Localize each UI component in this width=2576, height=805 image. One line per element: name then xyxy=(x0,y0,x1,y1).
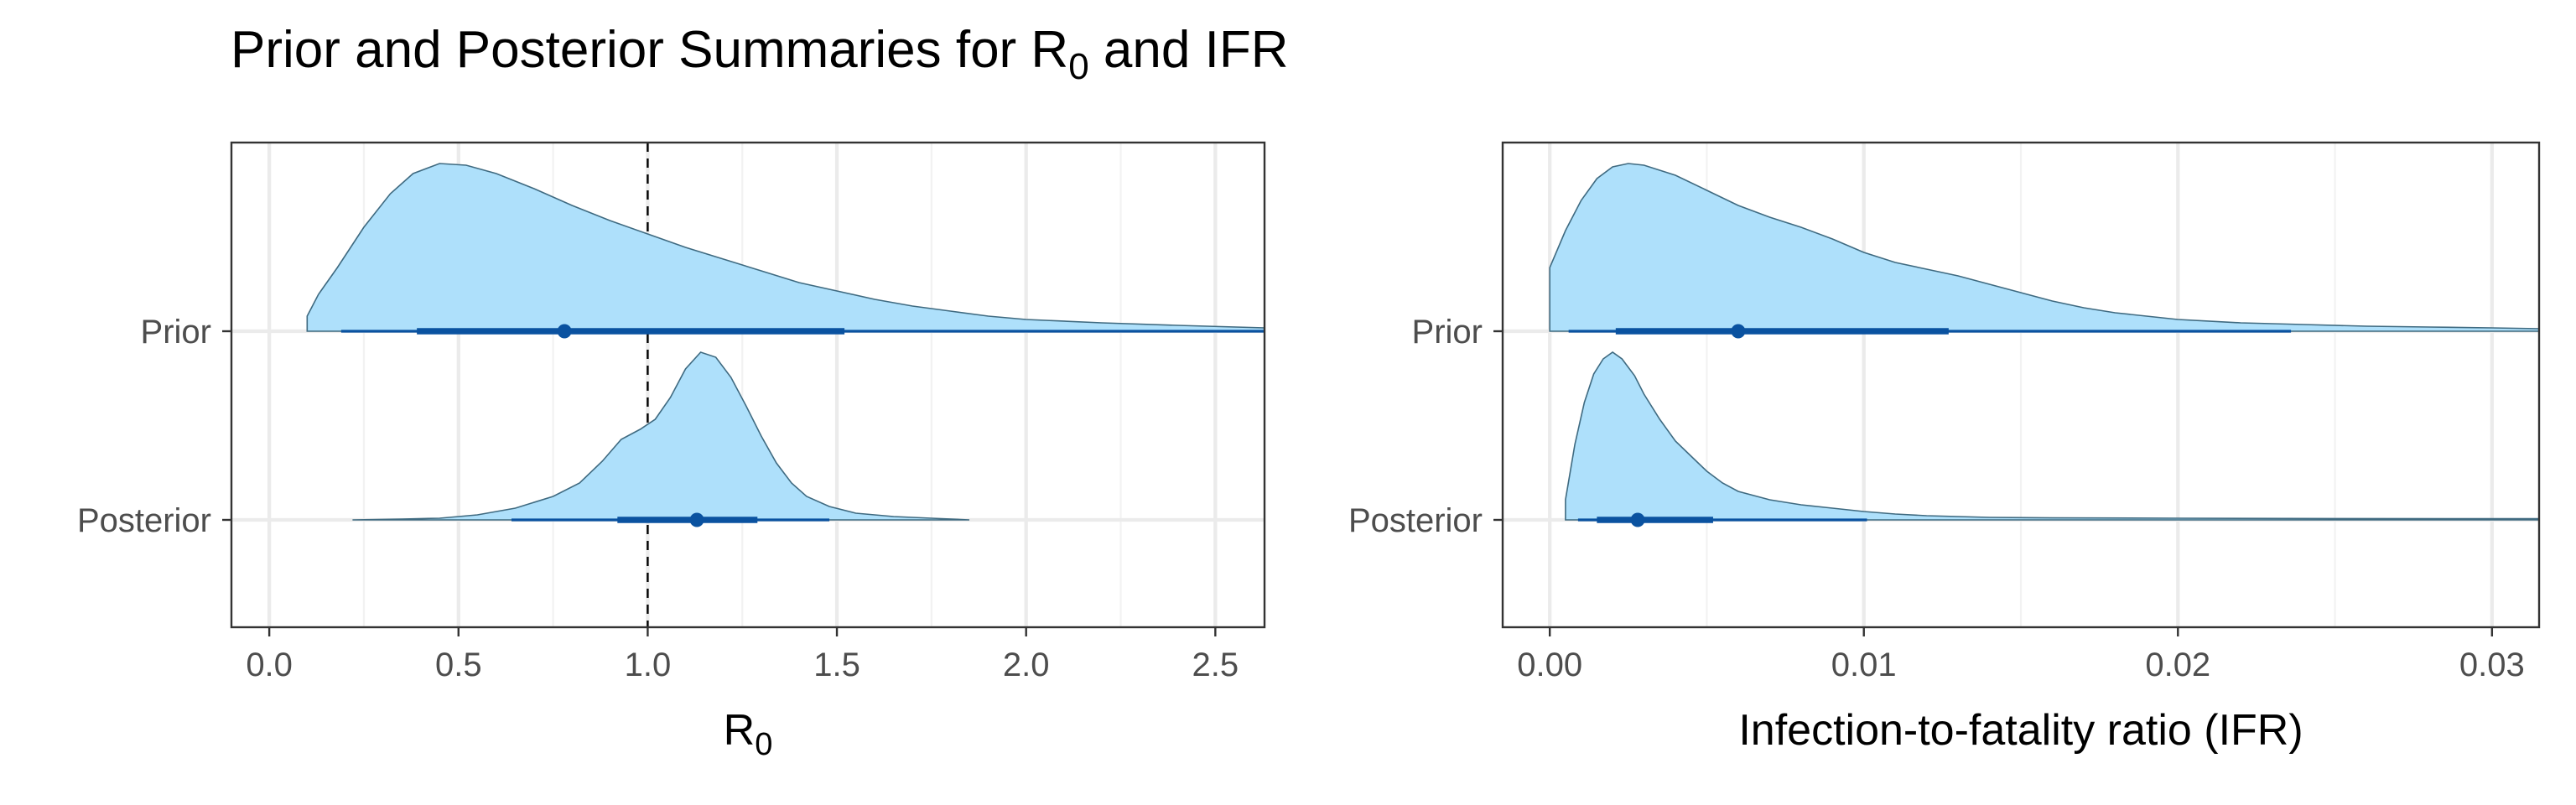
r0-y-tick-label-posterior: Posterior xyxy=(77,502,211,539)
ifr-axis-title: Infection-to-fatality ratio (IFR) xyxy=(1738,706,2303,755)
r0-x-tick-label-1: 0.5 xyxy=(435,647,482,683)
ifr-x-tick-label-0: 0.00 xyxy=(1517,647,1582,683)
ifr-posterior-point-estimate xyxy=(1630,512,1645,527)
ifr-x-tick-label-1: 0.01 xyxy=(1831,647,1897,683)
ifr-prior-point-estimate xyxy=(1731,324,1746,339)
r0-axis-title-main: R xyxy=(724,706,756,755)
ifr-panel-border xyxy=(1501,141,2541,629)
ifr-prior-density xyxy=(1549,163,2540,332)
chart-title-main: Prior and Posterior Summaries for R xyxy=(231,21,1068,79)
chart-title: Prior and Posterior Summaries for R0 and… xyxy=(231,21,1288,87)
r0-x-tick-label-4: 2.0 xyxy=(1003,647,1050,683)
ifr-x-tick-label-2: 0.02 xyxy=(2145,647,2210,683)
ifr-y-tick-label-posterior: Posterior xyxy=(1348,502,1483,539)
chart-title-subscript: 0 xyxy=(1068,46,1088,87)
ifr-posterior-density xyxy=(1565,351,2540,521)
r0-posterior-point-estimate xyxy=(689,512,704,527)
r0-panel-border xyxy=(230,141,1266,629)
ifr-x-tick-label-3: 0.03 xyxy=(2459,647,2525,683)
r0-prior-point-estimate xyxy=(557,324,572,339)
ifr-y-tick-label-prior: Prior xyxy=(1412,314,1483,351)
r0-prior-density xyxy=(306,163,1265,332)
chart-title-suffix: and IFR xyxy=(1089,21,1289,79)
r0-x-tick-label-5: 2.5 xyxy=(1192,647,1239,683)
r0-x-tick-label-2: 1.0 xyxy=(625,647,672,683)
r0-axis-title-subscript: 0 xyxy=(755,727,772,762)
r0-x-tick-label-3: 1.5 xyxy=(813,647,860,683)
r0-panel: Prior Posterior 0.0 0.5 1.0 1.5 2.0 2.5 xyxy=(77,141,1266,683)
r0-y-tick-label-prior: Prior xyxy=(141,314,211,351)
r0-posterior-density xyxy=(352,351,970,521)
r0-axis-title: R0 xyxy=(724,706,773,762)
ifr-panel: Prior Posterior 0.00 0.01 0.02 0.03 xyxy=(1348,141,2541,683)
r0-x-tick-label-0: 0.0 xyxy=(246,647,293,683)
